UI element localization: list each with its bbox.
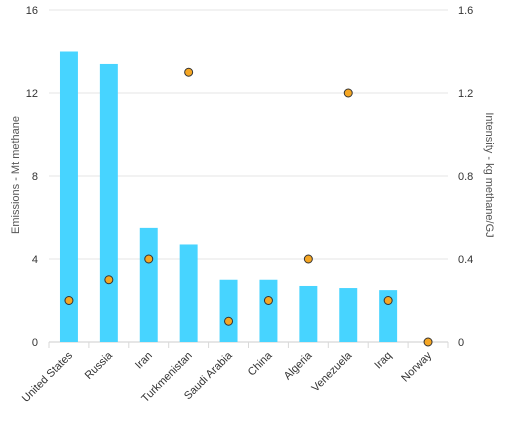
left-y-tick-label: 4 bbox=[32, 254, 38, 266]
emissions-bar bbox=[59, 51, 78, 342]
emissions-bar bbox=[259, 279, 278, 342]
emissions-bar bbox=[379, 290, 398, 342]
category-label: Norway bbox=[399, 349, 434, 384]
left-axis-title: Emissions - Mt methane bbox=[10, 116, 22, 234]
intensity-point bbox=[343, 88, 353, 98]
left-y-tick-label: 12 bbox=[26, 88, 38, 100]
intensity-point bbox=[64, 296, 74, 305]
intensity-point bbox=[224, 316, 234, 326]
emissions-bar bbox=[139, 227, 158, 342]
category-separators bbox=[48, 342, 449, 348]
category-label: Iraq bbox=[372, 350, 394, 372]
right-y-tick-label: 0.8 bbox=[458, 171, 473, 183]
emissions-bar bbox=[339, 288, 358, 342]
emissions-bar bbox=[219, 279, 238, 342]
intensity-point bbox=[263, 296, 273, 305]
intensity-point bbox=[303, 254, 313, 264]
left-axis-ticks: 0 4 8 12 16 bbox=[26, 5, 38, 349]
right-y-tick-label: 0.4 bbox=[458, 254, 473, 266]
emissions-bar bbox=[299, 285, 318, 342]
left-y-tick-label: 8 bbox=[32, 171, 38, 183]
category-label: United States bbox=[20, 349, 76, 405]
intensity-point bbox=[144, 254, 154, 264]
right-y-tick-label: 0 bbox=[458, 337, 464, 349]
emissions-bars bbox=[59, 51, 398, 342]
right-y-tick-label: 1.6 bbox=[458, 5, 473, 17]
intensity-points bbox=[64, 67, 433, 347]
category-label: Russia bbox=[83, 349, 116, 382]
right-y-tick-label: 1.2 bbox=[458, 88, 473, 100]
left-y-tick-label: 16 bbox=[26, 5, 38, 17]
intensity-point bbox=[104, 275, 114, 285]
intensity-point bbox=[423, 337, 433, 347]
right-axis-ticks: 0 0.4 0.8 1.2 1.6 bbox=[458, 5, 473, 349]
right-axis-title: Intensity - kg methane/GJ bbox=[483, 112, 495, 237]
left-y-tick-label: 0 bbox=[32, 337, 38, 349]
category-labels: United States Russia IranTurkmenistanSaudi… bbox=[20, 349, 435, 405]
category-label: China bbox=[246, 349, 275, 378]
intensity-point bbox=[184, 67, 194, 77]
emissions-bar bbox=[179, 244, 198, 342]
emissions-bar bbox=[99, 63, 118, 342]
category-label: Iran bbox=[133, 350, 155, 372]
category-label: Venezuela bbox=[310, 349, 355, 394]
category-label: Algeria bbox=[282, 349, 315, 382]
intensity-point bbox=[383, 296, 393, 305]
